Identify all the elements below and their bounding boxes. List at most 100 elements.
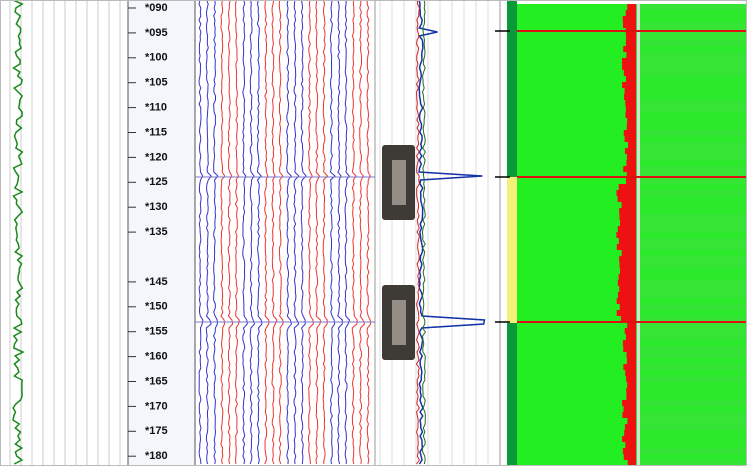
image-band (626, 160, 636, 166)
image-texture (640, 400, 747, 406)
image-band (617, 298, 636, 304)
image-band (622, 400, 636, 406)
depth-label: *155 (145, 326, 168, 338)
image-band (618, 196, 636, 202)
image-band (625, 442, 636, 448)
image-texture (640, 298, 747, 304)
image-band (620, 220, 636, 226)
image-band (617, 244, 636, 250)
zone-highlight (507, 177, 517, 323)
image-band (620, 304, 636, 310)
image-texture (640, 274, 747, 280)
image-texture (640, 454, 747, 460)
image-texture (640, 10, 747, 16)
image-texture (640, 448, 747, 454)
image-band (625, 112, 636, 118)
image-band (623, 340, 636, 346)
image-band (622, 64, 636, 70)
image-texture (640, 220, 747, 226)
image-texture (640, 34, 747, 40)
depth-label: *145 (145, 276, 168, 288)
tool-icon-detail (392, 300, 406, 345)
image-texture (640, 352, 747, 358)
image-texture (640, 94, 747, 100)
image-texture (640, 202, 747, 208)
image-texture (640, 418, 747, 424)
image-texture (640, 160, 747, 166)
image-band (619, 214, 636, 220)
image-texture (640, 52, 747, 58)
image-texture (640, 136, 747, 142)
image-texture (640, 190, 747, 196)
depth-label: *125 (145, 176, 168, 188)
image-texture (640, 196, 747, 202)
image-texture (640, 430, 747, 436)
image-band (625, 100, 636, 106)
image-texture (640, 118, 747, 124)
depth-label: *105 (145, 77, 168, 89)
image-band (618, 280, 636, 286)
image-band (617, 310, 636, 316)
image-texture (640, 358, 747, 364)
image-texture (640, 184, 747, 190)
image-texture (640, 370, 747, 376)
image-band (620, 262, 636, 268)
image-texture (640, 262, 747, 268)
depth-label: *180 (145, 450, 168, 462)
image-band (623, 448, 636, 454)
image-texture (640, 382, 747, 388)
image-band (626, 76, 636, 82)
image-band (626, 178, 636, 184)
image-band (622, 436, 636, 442)
image-band (626, 52, 636, 58)
depth-label: *100 (145, 52, 168, 64)
depth-label: *150 (145, 301, 168, 313)
depth-label: *165 (145, 375, 168, 387)
image-texture (640, 256, 747, 262)
image-band (619, 274, 636, 280)
image-band (626, 388, 636, 394)
image-band (627, 118, 636, 124)
image-texture (640, 58, 747, 64)
image-band (619, 208, 636, 214)
image-band (626, 106, 636, 112)
image-texture (640, 406, 747, 412)
image-band (616, 190, 636, 196)
image-texture (640, 88, 747, 94)
image-texture (640, 340, 747, 346)
image-texture (640, 16, 747, 22)
image-band (626, 10, 636, 16)
image-texture (640, 424, 747, 430)
image-texture (640, 310, 747, 316)
image-texture (640, 388, 747, 394)
image-band (627, 358, 636, 364)
image-band (616, 232, 636, 238)
image-band (626, 40, 636, 46)
image-band (623, 346, 636, 352)
image-band (625, 88, 636, 94)
image-band (623, 46, 636, 52)
image-texture (640, 280, 747, 286)
image-texture (640, 232, 747, 238)
image-band (627, 352, 636, 358)
image-texture (640, 244, 747, 250)
image-band (625, 136, 636, 142)
image-texture (640, 334, 747, 340)
image-texture (640, 442, 747, 448)
image-texture (640, 286, 747, 292)
image-band (627, 382, 636, 388)
image-texture (640, 328, 747, 334)
tool-icon-detail (392, 160, 406, 205)
depth-label: *170 (145, 400, 168, 412)
image-texture (640, 250, 747, 256)
image-band (618, 226, 636, 232)
image-band (624, 406, 636, 412)
image-band (628, 142, 636, 148)
image-band (619, 184, 636, 190)
image-band (618, 292, 636, 298)
image-band (627, 418, 636, 424)
image-band (627, 124, 636, 130)
image-band (624, 430, 636, 436)
image-band (622, 250, 636, 256)
image-texture (640, 178, 747, 184)
